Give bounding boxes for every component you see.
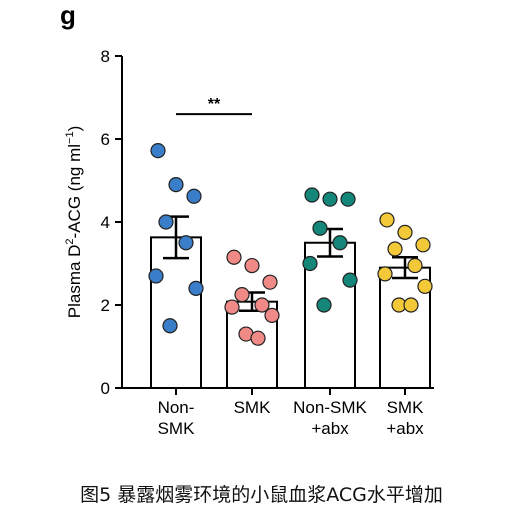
- data-point: [158, 214, 174, 230]
- category-label: SMK: [387, 398, 425, 417]
- data-point: [312, 220, 328, 236]
- data-point: [415, 237, 431, 253]
- data-point: [387, 241, 403, 257]
- panel-letter: g: [60, 0, 76, 30]
- category-label: +abx: [311, 419, 349, 438]
- bar: [150, 236, 202, 389]
- data-point: [417, 278, 433, 294]
- data-point: [178, 235, 194, 251]
- data-point: [224, 299, 240, 315]
- data-point: [264, 307, 280, 323]
- category-label: SMK: [234, 398, 272, 417]
- data-point: [188, 280, 204, 296]
- data-point: [262, 274, 278, 290]
- y-tick-label: 2: [101, 296, 110, 315]
- data-point: [377, 266, 393, 282]
- data-point: [162, 318, 178, 334]
- data-point: [244, 257, 260, 274]
- y-tick-label: 4: [101, 213, 110, 232]
- y-axis-label: Plasma D2-ACG (ng ml−1): [64, 126, 84, 319]
- data-point: [250, 330, 266, 346]
- figure-caption: 图5 暴露烟雾环境的小鼠血浆ACG水平增加: [80, 484, 443, 506]
- category-label: +abx: [386, 419, 424, 438]
- data-point: [322, 191, 338, 207]
- data-point: [148, 268, 164, 284]
- data-point: [226, 249, 242, 265]
- data-point: [316, 297, 332, 313]
- data-point: [168, 177, 184, 193]
- category-label: Non-: [158, 398, 195, 417]
- significance-label: **: [208, 96, 221, 113]
- data-point: [397, 224, 413, 240]
- y-tick-label: 6: [101, 130, 110, 149]
- data-point: [340, 191, 356, 207]
- data-point: [150, 143, 166, 159]
- data-point: [332, 235, 348, 251]
- data-point: [234, 287, 250, 303]
- y-tick-label: 0: [101, 379, 110, 398]
- category-label: SMK: [158, 419, 196, 438]
- data-point: [304, 187, 320, 203]
- category-label: Non-SMK: [293, 398, 367, 417]
- data-point: [407, 257, 423, 274]
- data-point: [342, 272, 358, 288]
- data-point: [186, 188, 202, 204]
- data-point: [302, 255, 318, 272]
- y-tick-label: 8: [101, 47, 110, 66]
- data-point: [379, 212, 395, 228]
- data-point: [403, 297, 419, 313]
- data-point: [254, 297, 270, 313]
